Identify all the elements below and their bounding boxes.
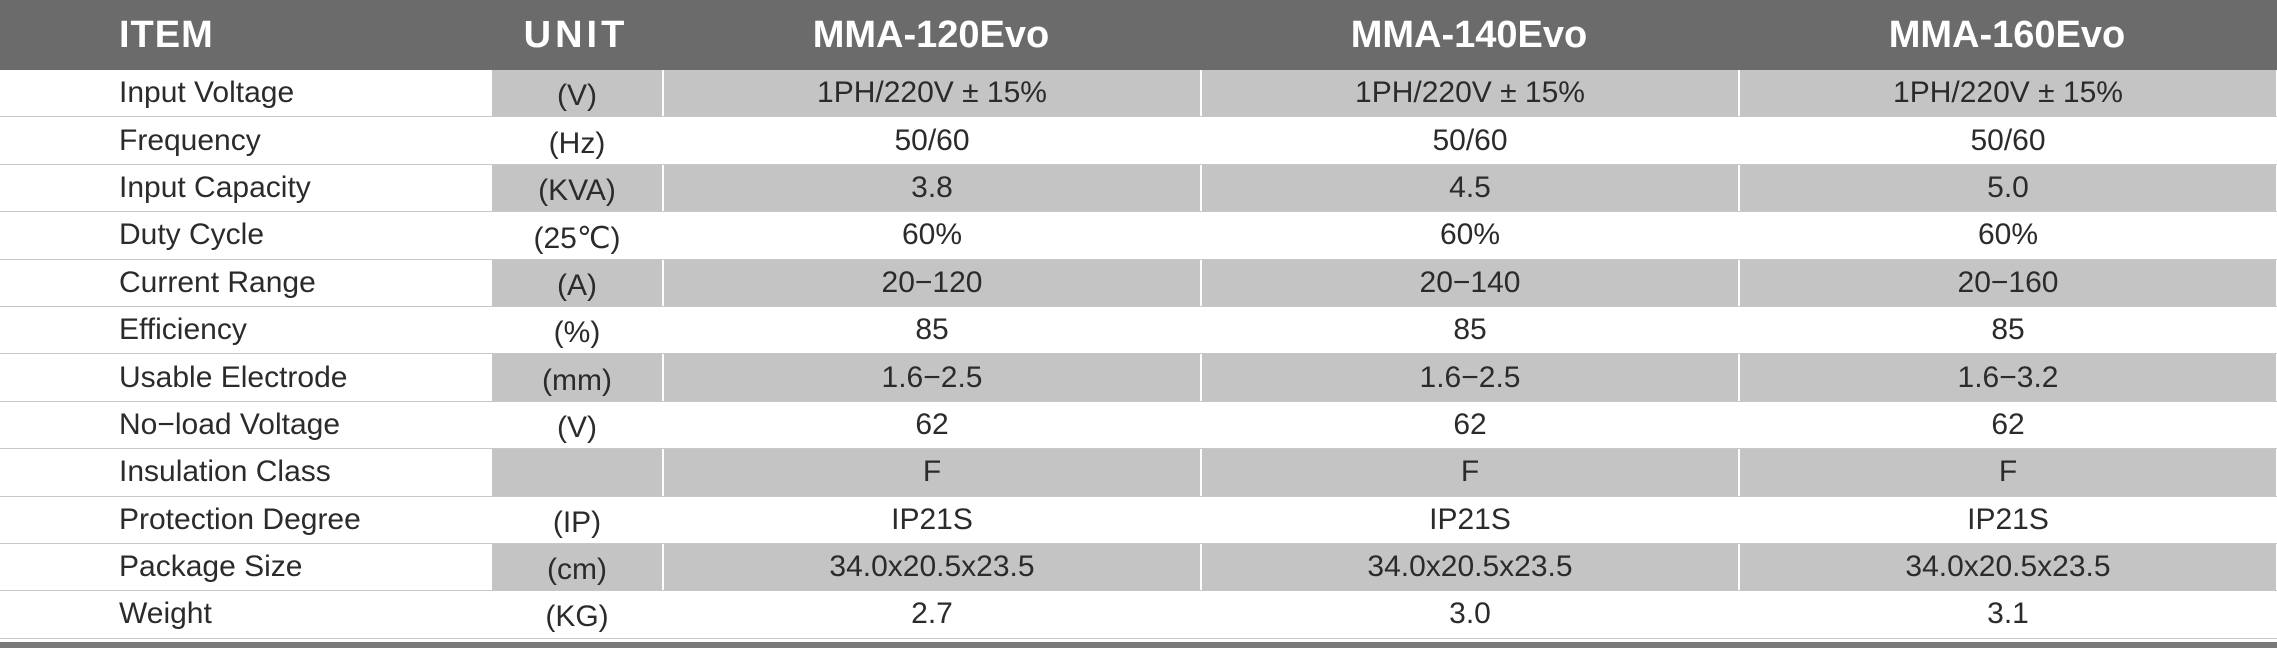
table-header: ITEM UNIT MMA-120Evo MMA-140Evo MMA-160E… bbox=[0, 0, 2277, 70]
row-item-label: Frequency bbox=[119, 123, 261, 157]
row-value-model-1: 2.7 bbox=[662, 591, 1200, 638]
table-body: Input Voltage (V) 1PH/220V ± 15% 1PH/220V ±… bbox=[0, 70, 2277, 639]
header-model-3: MMA-160Evo bbox=[1888, 14, 2126, 56]
row-item-label: Input Capacity bbox=[0, 164, 490, 212]
row-value-model-3: 62 bbox=[1738, 401, 2276, 449]
row-item-label: No−load Voltage bbox=[119, 407, 341, 441]
row-value-model-2: 60% bbox=[1200, 212, 1738, 259]
row-unit-text: (%) bbox=[553, 316, 601, 350]
row-value-model-1: 85 bbox=[662, 306, 1200, 354]
row-item-label: Current Range bbox=[0, 259, 490, 306]
row-unit-text: (A) bbox=[557, 268, 597, 302]
row-unit: (Hz) bbox=[490, 117, 662, 164]
row-value-model-2: 62 bbox=[1200, 401, 1738, 449]
row-item-label: Package Size bbox=[0, 543, 490, 591]
row-unit: (25℃) bbox=[490, 212, 662, 259]
row-unit-text: (IP) bbox=[552, 505, 602, 539]
table-row: Efficiency (%) 85 85 85 bbox=[0, 306, 2277, 355]
row-value-model-1: 60% bbox=[662, 212, 1200, 259]
row-value-model-2: F bbox=[1200, 449, 1738, 496]
header-unit: UNIT bbox=[523, 14, 629, 56]
row-value-model-1: 50/60 bbox=[662, 117, 1200, 164]
row-item-label: Protection Degree bbox=[119, 502, 361, 536]
row-unit-text: (V) bbox=[557, 410, 597, 444]
table-row: Current Range (A) 20−120 20−140 20−160 bbox=[0, 259, 2277, 307]
row-value-model-1: 62 bbox=[662, 401, 1200, 449]
row-value-model-2: 20−140 bbox=[1200, 259, 1738, 306]
row-value-model-3: 60% bbox=[1738, 212, 2276, 259]
row-value-model-1: F bbox=[662, 449, 1200, 496]
row-value-model-3: 20−160 bbox=[1738, 259, 2276, 306]
table-row: No−load Voltage (V) 62 62 62 bbox=[0, 401, 2277, 450]
table-row: Protection Degree (IP) IP21S IP21S IP21S bbox=[0, 496, 2277, 544]
row-unit: (KG) bbox=[490, 591, 662, 638]
row-item-label: Duty Cycle bbox=[119, 218, 265, 252]
row-value-model-3: 5.0 bbox=[1738, 164, 2276, 212]
row-unit-text: (mm) bbox=[542, 363, 612, 397]
row-unit: (cm) bbox=[490, 543, 662, 591]
row-value-model-3: IP21S bbox=[1738, 496, 2276, 543]
row-value-model-2: 3.0 bbox=[1200, 591, 1738, 638]
table-row: Weight (KG) 2.7 3.0 3.1 bbox=[0, 591, 2277, 639]
row-unit-text: (cm) bbox=[547, 553, 607, 587]
row-item-label: Input Voltage bbox=[0, 70, 490, 117]
row-value-model-1: 1.6−2.5 bbox=[662, 354, 1200, 401]
row-value-model-2: IP21S bbox=[1200, 496, 1738, 543]
row-unit: (V) bbox=[490, 70, 662, 117]
row-value-model-3: 3.1 bbox=[1738, 591, 2276, 638]
table-row: Input Voltage (V) 1PH/220V ± 15% 1PH/220V ±… bbox=[0, 70, 2277, 118]
row-unit: (IP) bbox=[490, 496, 662, 543]
row-value-model-3: 1.6−3.2 bbox=[1738, 354, 2276, 401]
row-value-model-1: 3.8 bbox=[662, 164, 1200, 212]
header-model-2: MMA-140Evo bbox=[1350, 14, 1588, 56]
row-unit: (mm) bbox=[490, 354, 662, 401]
row-value-model-3: 85 bbox=[1738, 306, 2276, 354]
header-item: ITEM bbox=[119, 14, 214, 56]
row-value-model-2: 1.6−2.5 bbox=[1200, 354, 1738, 401]
row-value-model-2: 85 bbox=[1200, 306, 1738, 354]
row-unit: (V) bbox=[490, 401, 662, 449]
row-value-model-2: 34.0x20.5x23.5 bbox=[1200, 543, 1738, 591]
bottom-rule bbox=[0, 642, 2277, 648]
row-value-model-3: 34.0x20.5x23.5 bbox=[1738, 543, 2276, 591]
row-value-model-3: 50/60 bbox=[1738, 117, 2276, 164]
row-item-label: Weight bbox=[119, 597, 212, 631]
row-unit-text: (V) bbox=[557, 79, 597, 113]
row-item-label: Usable Electrode bbox=[0, 354, 490, 401]
row-value-model-3: 1PH/220V ± 15% bbox=[1738, 70, 2276, 117]
table-row: Insulation Class F F F bbox=[0, 449, 2277, 497]
row-unit-text: (KVA) bbox=[538, 173, 616, 207]
row-unit: (KVA) bbox=[490, 164, 662, 212]
table-row: Usable Electrode (mm) 1.6−2.5 1.6−2.5 1.6−3.… bbox=[0, 354, 2277, 402]
row-unit-text: (KG) bbox=[545, 600, 609, 634]
table-row: Input Capacity (KVA) 3.8 4.5 5.0 bbox=[0, 164, 2277, 213]
table-row: Duty Cycle (25℃) 60% 60% 60% bbox=[0, 212, 2277, 260]
row-unit: (%) bbox=[490, 306, 662, 354]
row-value-model-2: 1PH/220V ± 15% bbox=[1200, 70, 1738, 117]
row-value-model-1: 20−120 bbox=[662, 259, 1200, 306]
row-value-model-3: F bbox=[1738, 449, 2276, 496]
table-row: Package Size (cm) 34.0x20.5x23.5 34.0x20.5x… bbox=[0, 543, 2277, 592]
row-value-model-2: 50/60 bbox=[1200, 117, 1738, 164]
row-item-label: Insulation Class bbox=[0, 449, 490, 496]
row-unit: (A) bbox=[490, 259, 662, 306]
row-value-model-2: 4.5 bbox=[1200, 164, 1738, 212]
table-row: Frequency (Hz) 50/60 50/60 50/60 bbox=[0, 117, 2277, 165]
row-value-model-1: IP21S bbox=[662, 496, 1200, 543]
row-unit-text: (Hz) bbox=[548, 126, 606, 160]
row-value-model-1: 34.0x20.5x23.5 bbox=[662, 543, 1200, 591]
row-value-model-1: 1PH/220V ± 15% bbox=[662, 70, 1200, 117]
row-item-label: Efficiency bbox=[119, 313, 247, 347]
row-unit-text: (25℃) bbox=[533, 221, 621, 255]
row-unit bbox=[490, 449, 662, 496]
header-model-1: MMA-120Evo bbox=[812, 14, 1050, 56]
